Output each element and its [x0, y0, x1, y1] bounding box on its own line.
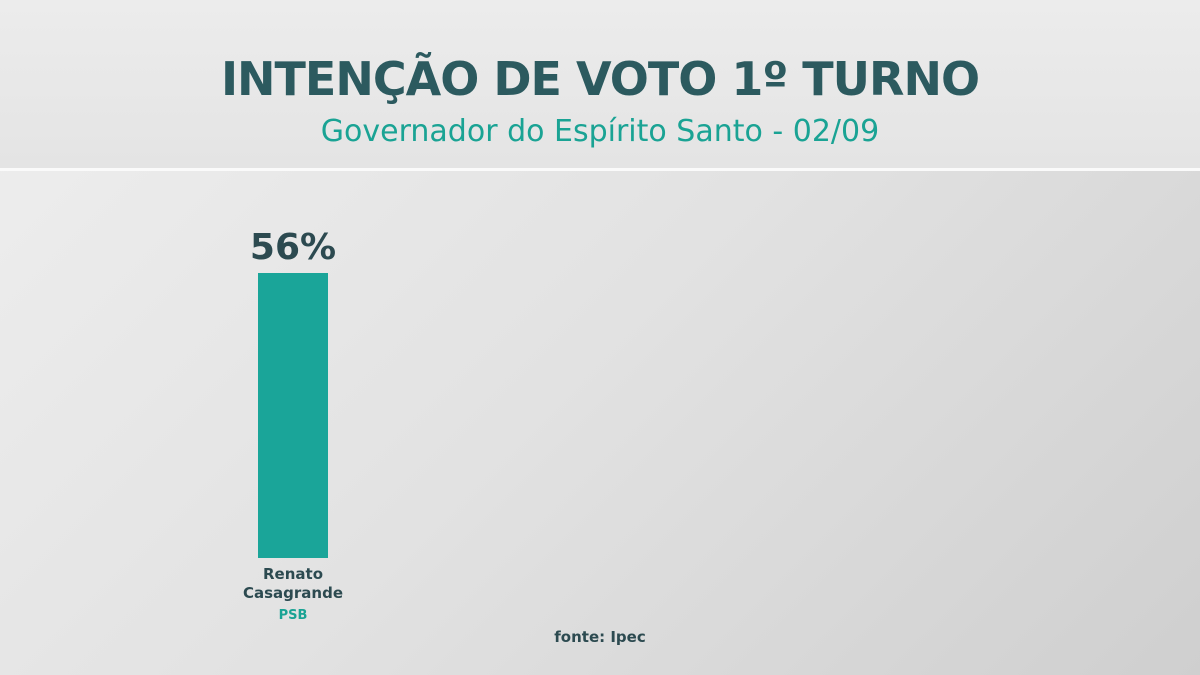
header: INTENÇÃO DE VOTO 1º TURNO Governador do …	[0, 0, 1200, 171]
category-label: Renato Casagrande	[242, 565, 344, 602]
chart-title: INTENÇÃO DE VOTO 1º TURNO	[220, 52, 980, 106]
chart-subtitle: Governador do Espírito Santo - 02/09	[320, 114, 880, 149]
party-label: PSB	[278, 608, 308, 623]
value-label: 56%	[249, 226, 337, 268]
source: fonte: Ipec	[554, 628, 646, 646]
bar	[258, 272, 328, 558]
